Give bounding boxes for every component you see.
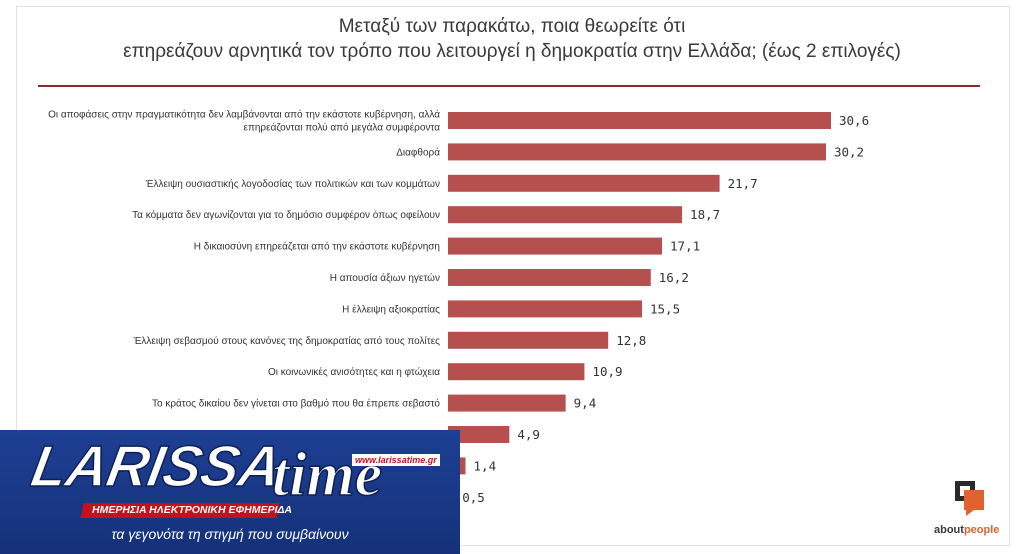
bar-9 <box>448 363 585 381</box>
bar-10 <box>448 394 566 412</box>
larissatime-brand-main: LARISSA <box>26 433 287 500</box>
bar-value-label-11: 4,9 <box>517 427 540 442</box>
aboutpeople-logo: aboutpeople <box>934 480 1014 542</box>
bars-group: 30,6 Οι αποφάσεις στην πραγματικότητα δεν… <box>48 109 869 506</box>
category-label-9: Οι κοινωνικές ανισότητες και η φτώχεια <box>268 366 440 378</box>
bar-4 <box>448 206 683 224</box>
bar-value-label-9: 10,9 <box>592 364 622 379</box>
aboutpeople-word-people: people <box>963 524 1000 536</box>
bar-value-label-13: 0,5 <box>462 490 485 505</box>
category-label-1-line-2: επηρεάζονται πολύ από μεγάλα συμφέροντα <box>244 122 441 134</box>
category-label-4: Τα κόμματα δεν αγωνίζονται για το δημόσι… <box>132 209 440 221</box>
bar-2 <box>448 143 826 161</box>
larissatime-subtitle: ΗΜΕΡΗΣΙΑ ΗΛΕΚΤΡΟΝΙΚΗ ΕΦΗΜΕΡΙΔΑ <box>92 504 293 516</box>
bar-value-label-6: 16,2 <box>659 270 689 285</box>
category-label-10: Το κράτος δικαίου δεν γίνεται στο βαθμό … <box>152 398 440 410</box>
category-label-7: Η έλλειψη αξιοκρατίας <box>342 303 440 315</box>
aboutpeople-speech-icon <box>955 481 984 516</box>
larissatime-banner[interactable]: LARISSA time www.larissatime.gr ΗΜΕΡΗΣΙΑ… <box>0 430 460 554</box>
aboutpeople-wordmark: aboutpeople <box>934 524 1014 536</box>
bar-3 <box>448 174 720 192</box>
title-divider <box>38 85 980 87</box>
category-label-8: Έλλειψη σεβασμού στους κανόνες της δημοκ… <box>133 335 441 347</box>
chart-title-line-1: Μεταξύ των παρακάτω, ποια θεωρείτε ότι <box>338 16 686 37</box>
larissatime-brand-script: time <box>271 441 383 509</box>
bar-11 <box>448 426 510 443</box>
bar-8 <box>448 331 609 349</box>
bar-value-label-12: 1,4 <box>474 458 497 473</box>
chart-title: Μεταξύ των παρακάτω, ποια θεωρείτε ότι ε… <box>0 14 1024 64</box>
bar-value-label-10: 9,4 <box>574 396 597 411</box>
category-label-2: Διαφθορά <box>396 146 440 158</box>
category-label-3: Έλλειψη ουσιαστικής λογοδοσίας των πολιτ… <box>145 178 440 190</box>
category-label-1-line-1: Οι αποφάσεις στην πραγματικότητα δεν λαμ… <box>48 109 440 121</box>
bar-value-label-8: 12,8 <box>616 333 646 348</box>
bar-7 <box>448 300 643 318</box>
bar-value-label-5: 17,1 <box>670 239 700 254</box>
category-label-5: Η δικαιοσύνη επηρεάζεται από την εκάστοτ… <box>194 241 440 253</box>
bar-1 <box>448 112 831 129</box>
bar-5 <box>448 237 663 255</box>
bar-value-label-4: 18,7 <box>690 207 720 222</box>
aboutpeople-word-about: about <box>934 524 964 536</box>
bar-value-label-1: 30,6 <box>839 113 869 128</box>
bar-value-label-3: 21,7 <box>728 176 758 191</box>
larissatime-tagline: τα γεγονότα τη στιγμή που συμβαίνουν <box>111 526 349 542</box>
bar-6 <box>448 269 651 286</box>
larissatime-url[interactable]: www.larissatime.gr <box>352 454 440 466</box>
bar-value-label-2: 30,2 <box>834 144 864 159</box>
bar-value-label-7: 15,5 <box>650 301 680 316</box>
category-label-6: Η απουσία άξιων ηγετών <box>330 272 440 284</box>
chart-title-line-2: επηρεάζουν αρνητικά τον τρόπο που λειτου… <box>123 41 901 62</box>
